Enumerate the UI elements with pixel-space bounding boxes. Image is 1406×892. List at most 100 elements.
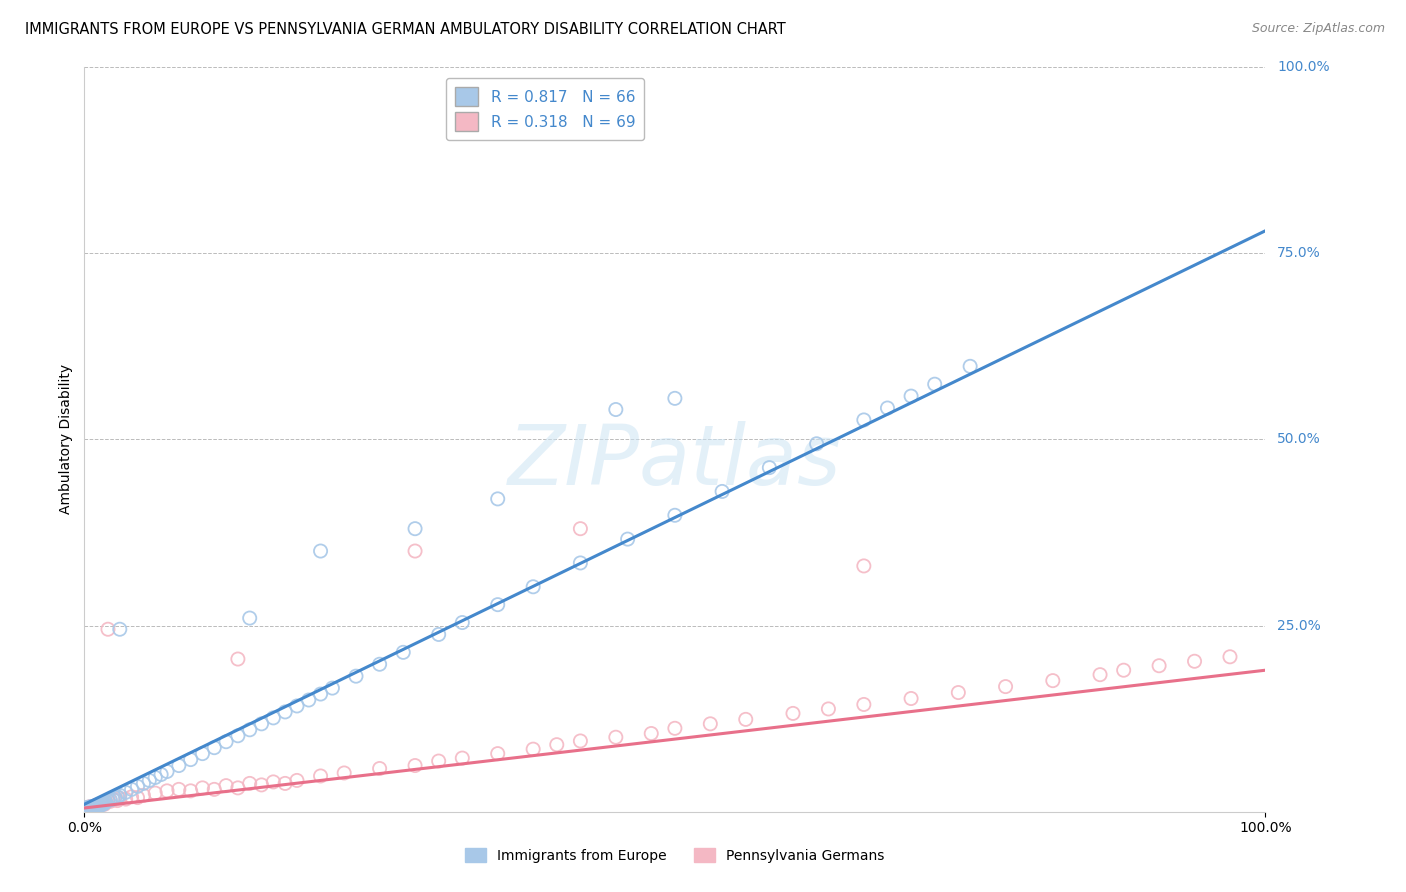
Point	[84, 798, 107, 813]
Point	[89, 798, 111, 813]
Point	[616, 532, 638, 546]
Point	[959, 359, 981, 374]
Point	[368, 657, 391, 672]
Point	[404, 758, 426, 772]
Point	[167, 782, 190, 797]
Point	[404, 522, 426, 536]
Point	[522, 742, 544, 756]
Point	[262, 775, 284, 789]
Point	[75, 802, 97, 816]
Point	[451, 615, 474, 630]
Point	[156, 764, 179, 779]
Point	[250, 778, 273, 792]
Point	[90, 797, 112, 812]
Point	[180, 784, 202, 798]
Point	[91, 797, 114, 811]
Point	[77, 801, 100, 815]
Point	[239, 723, 262, 737]
Point	[758, 460, 780, 475]
Point	[215, 735, 238, 749]
Point	[1219, 649, 1241, 664]
Point	[93, 797, 115, 812]
Point	[274, 705, 297, 719]
Point	[104, 790, 127, 805]
Point	[79, 802, 101, 816]
Point	[486, 747, 509, 761]
Point	[546, 738, 568, 752]
Point	[103, 793, 125, 807]
Point	[80, 799, 103, 814]
Point	[1042, 673, 1064, 688]
Point	[569, 734, 592, 748]
Point	[79, 799, 101, 814]
Point	[77, 800, 100, 814]
Point	[806, 437, 828, 451]
Point	[114, 792, 136, 806]
Point	[75, 801, 97, 815]
Point	[1184, 654, 1206, 668]
Point	[191, 780, 214, 795]
Point	[699, 716, 721, 731]
Point	[108, 791, 131, 805]
Point	[226, 729, 249, 743]
Point	[107, 789, 129, 804]
Point	[98, 793, 121, 807]
Point	[427, 627, 450, 641]
Legend: Immigrants from Europe, Pennsylvania Germans: Immigrants from Europe, Pennsylvania Ger…	[460, 842, 890, 868]
Point	[86, 799, 108, 814]
Point	[107, 793, 129, 807]
Point	[91, 797, 114, 811]
Point	[97, 793, 120, 807]
Point	[404, 544, 426, 558]
Point	[87, 798, 110, 813]
Point	[91, 797, 114, 812]
Point	[852, 698, 875, 712]
Point	[84, 799, 107, 814]
Point	[82, 801, 104, 815]
Point	[84, 798, 107, 813]
Point	[77, 802, 100, 816]
Point	[522, 580, 544, 594]
Point	[82, 800, 104, 814]
Point	[1147, 658, 1170, 673]
Point	[569, 556, 592, 570]
Point	[1088, 667, 1111, 681]
Point	[94, 795, 117, 809]
Point	[202, 782, 225, 797]
Point	[79, 800, 101, 814]
Point	[486, 598, 509, 612]
Point	[108, 789, 131, 803]
Point	[127, 780, 149, 794]
Point	[87, 797, 110, 812]
Point	[309, 769, 332, 783]
Point	[98, 794, 121, 808]
Point	[285, 773, 308, 788]
Point	[79, 802, 101, 816]
Point	[77, 800, 100, 814]
Point	[640, 726, 662, 740]
Point	[250, 716, 273, 731]
Point	[427, 754, 450, 768]
Point	[852, 558, 875, 573]
Point	[150, 767, 173, 781]
Point	[948, 685, 970, 699]
Point	[298, 693, 321, 707]
Point	[605, 730, 627, 744]
Point	[451, 751, 474, 765]
Point	[1112, 663, 1135, 677]
Point	[114, 785, 136, 799]
Point	[664, 721, 686, 735]
Point	[138, 773, 160, 788]
Point	[89, 797, 111, 812]
Point	[180, 753, 202, 767]
Point	[486, 491, 509, 506]
Point	[734, 712, 756, 726]
Point	[711, 484, 734, 499]
Point	[900, 691, 922, 706]
Point	[900, 389, 922, 403]
Point	[924, 377, 946, 392]
Point	[817, 702, 839, 716]
Point	[108, 622, 131, 636]
Point	[392, 645, 415, 659]
Text: IMMIGRANTS FROM EUROPE VS PENNSYLVANIA GERMAN AMBULATORY DISABILITY CORRELATION : IMMIGRANTS FROM EUROPE VS PENNSYLVANIA G…	[25, 22, 786, 37]
